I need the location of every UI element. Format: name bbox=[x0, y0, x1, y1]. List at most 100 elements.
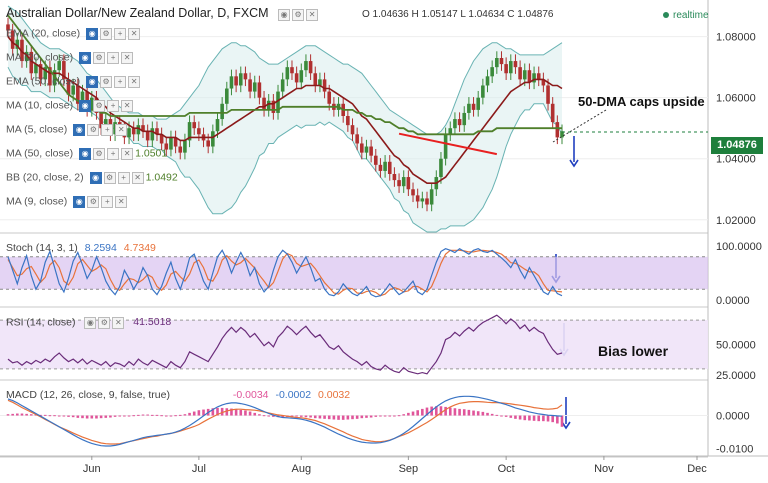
time-axis-tick: Nov bbox=[594, 463, 614, 475]
candle-body bbox=[346, 116, 350, 126]
visibility-icon[interactable]: ◉ bbox=[278, 9, 291, 22]
add-icon[interactable]: + bbox=[101, 196, 114, 208]
close-icon[interactable]: ✕ bbox=[121, 100, 134, 112]
macd-histogram-bar bbox=[309, 415, 312, 418]
visibility-icon[interactable]: ◉ bbox=[86, 28, 99, 40]
support-trendline bbox=[398, 132, 498, 156]
overlay-item[interactable]: EMA (20, close) ◉ ⚙ + ✕ bbox=[6, 27, 142, 40]
overlay-item[interactable]: MA (20, close) ◉ ⚙ + ✕ bbox=[6, 51, 135, 64]
settings-icon[interactable]: ⚙ bbox=[100, 76, 113, 88]
overlay-item[interactable]: MA (9, close) ◉ ⚙ + ✕ bbox=[6, 195, 129, 208]
settings-icon[interactable]: ⚙ bbox=[93, 148, 106, 160]
macd-histogram-bar bbox=[85, 415, 89, 419]
visibility-icon[interactable]: ◉ bbox=[73, 124, 86, 136]
macd-down-arrow-head bbox=[561, 421, 571, 430]
macd-histogram-bar bbox=[327, 415, 331, 420]
symbol-title[interactable]: Australian Dollar/New Zealand Dollar, D,… bbox=[6, 6, 269, 20]
bollinger-band-fill bbox=[8, 6, 562, 232]
overlay-item[interactable]: MA (10, close) ◉ ⚙ + ✕ bbox=[6, 99, 135, 112]
overlay-item[interactable]: MA (50, close) ◉ ⚙ + ✕ 1.0501 bbox=[6, 147, 167, 160]
candle-body bbox=[513, 61, 518, 68]
macd-histogram-bar bbox=[62, 415, 66, 417]
visibility-icon[interactable]: ◉ bbox=[79, 148, 92, 160]
time-axis-tick: Jun bbox=[83, 463, 101, 475]
stoch-legend: Stoch (14, 3, 1) 8.2594 4.7349 bbox=[6, 242, 156, 254]
add-icon[interactable]: + bbox=[107, 100, 120, 112]
close-icon[interactable]: ✕ bbox=[121, 148, 134, 160]
settings-icon[interactable]: ⚙ bbox=[93, 52, 106, 64]
macd-histogram-bar bbox=[402, 414, 406, 416]
macd-histogram-bar bbox=[407, 412, 410, 416]
overlay-item-label: EMA (20, close) bbox=[6, 27, 81, 40]
macd-histogram-bar bbox=[48, 415, 52, 417]
macd-histogram-bar bbox=[57, 415, 61, 417]
macd-histogram-bar bbox=[369, 415, 373, 418]
visibility-icon[interactable]: ◉ bbox=[73, 196, 86, 208]
add-icon[interactable]: + bbox=[114, 28, 127, 40]
add-icon[interactable]: + bbox=[101, 124, 114, 136]
time-axis-tick: Jul bbox=[192, 463, 206, 475]
price-axis-tick: 1.04000 bbox=[716, 154, 756, 166]
macd-histogram-bar bbox=[318, 415, 322, 419]
settings-icon[interactable]: ⚙ bbox=[87, 124, 100, 136]
ma-50-line bbox=[7, 14, 562, 136]
macd-histogram-bar bbox=[523, 415, 527, 421]
close-icon[interactable]: ✕ bbox=[306, 9, 319, 22]
visibility-icon[interactable]: ◉ bbox=[79, 52, 92, 64]
close-icon[interactable]: ✕ bbox=[115, 196, 128, 208]
add-icon[interactable]: + bbox=[117, 172, 130, 184]
close-icon[interactable]: ✕ bbox=[128, 76, 141, 88]
macd-histogram-bar bbox=[425, 407, 429, 416]
macd-histogram-bar bbox=[323, 415, 326, 419]
macd-histogram-bar bbox=[351, 415, 354, 420]
rsi-legend: RSI (14, close) ◉ ⚙ ✕ 41.5018 bbox=[6, 316, 171, 329]
candle-body bbox=[131, 128, 136, 135]
candle-body bbox=[364, 146, 369, 153]
settings-icon[interactable]: ⚙ bbox=[100, 28, 113, 40]
macd-histogram-bar bbox=[43, 414, 47, 416]
settings-icon[interactable]: ⚙ bbox=[93, 100, 106, 112]
candle-body bbox=[155, 128, 159, 135]
add-icon[interactable]: + bbox=[107, 148, 120, 160]
macd-histogram-bar bbox=[332, 415, 336, 420]
add-icon[interactable]: + bbox=[114, 76, 127, 88]
rsi-settings-icon[interactable]: ⚙ bbox=[98, 317, 111, 329]
candle-body bbox=[392, 174, 397, 181]
rsi-visibility-icon[interactable]: ◉ bbox=[84, 317, 97, 329]
rsi-close-icon[interactable]: ✕ bbox=[112, 317, 125, 329]
overlay-item-label: MA (10, close) bbox=[6, 99, 74, 112]
settings-icon[interactable]: ⚙ bbox=[103, 172, 116, 184]
candle-body bbox=[322, 79, 327, 92]
overlay-item-buttons: ◉ ⚙ + ✕ bbox=[73, 195, 129, 208]
candle-body bbox=[397, 180, 401, 187]
rsi-label[interactable]: RSI (14, close) bbox=[6, 316, 76, 329]
overlay-item[interactable]: EMA (50, close) ◉ ⚙ + ✕ bbox=[6, 75, 142, 88]
visibility-icon[interactable]: ◉ bbox=[79, 100, 92, 112]
time-axis-tick: Oct bbox=[498, 463, 515, 475]
overlay-item[interactable]: BB (20, close, 2) ◉ ⚙ + ✕ 1.0492 bbox=[6, 171, 178, 184]
candle-body bbox=[280, 79, 285, 92]
close-icon[interactable]: ✕ bbox=[115, 124, 128, 136]
visibility-icon[interactable]: ◉ bbox=[86, 76, 99, 88]
candle-body bbox=[555, 122, 560, 138]
overlay-item[interactable]: MA (5, close) ◉ ⚙ + ✕ bbox=[6, 123, 129, 136]
time-axis-tick: Dec bbox=[687, 463, 707, 475]
macd-histogram-bar bbox=[178, 414, 182, 416]
close-icon[interactable]: ✕ bbox=[131, 172, 144, 184]
close-icon[interactable]: ✕ bbox=[121, 52, 134, 64]
macd-label[interactable]: MACD (12, 26, close, 9, false, true) bbox=[6, 389, 170, 401]
candle-body bbox=[522, 70, 527, 80]
close-icon[interactable]: ✕ bbox=[128, 28, 141, 40]
macd-histogram-bar bbox=[25, 413, 28, 416]
settings-icon[interactable]: ⚙ bbox=[87, 196, 100, 208]
settings-icon[interactable]: ⚙ bbox=[292, 9, 305, 22]
rsi-axis-tick: 50.0000 bbox=[716, 340, 756, 352]
visibility-icon[interactable]: ◉ bbox=[89, 172, 102, 184]
stoch-label[interactable]: Stoch (14, 3, 1) bbox=[6, 242, 78, 254]
add-icon[interactable]: + bbox=[107, 52, 120, 64]
macd-histogram-bar bbox=[253, 412, 257, 416]
stoch-d-value: 4.7349 bbox=[123, 242, 156, 254]
candle-body bbox=[294, 73, 299, 83]
candle-body bbox=[173, 137, 178, 147]
